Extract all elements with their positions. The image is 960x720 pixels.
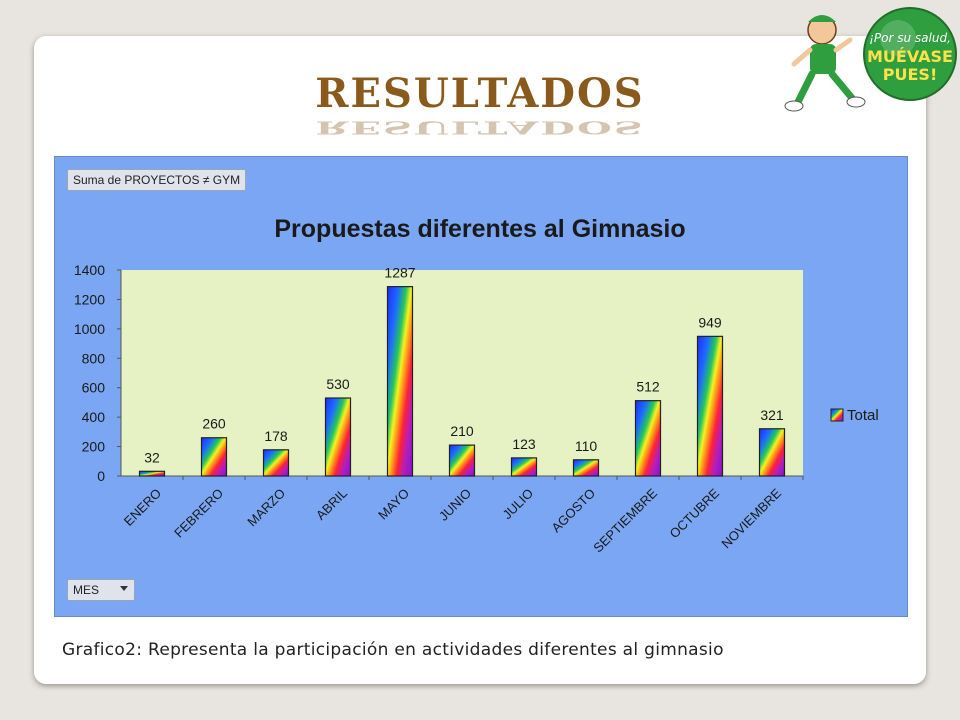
y-tick-label: 1200 (74, 291, 105, 307)
x-tick-label: ENERO (121, 486, 164, 529)
data-label: 321 (760, 407, 784, 423)
x-tick-label: SEPTIEMBRE (590, 485, 660, 555)
bar-agosto[interactable] (572, 459, 600, 477)
data-label: 1287 (384, 265, 415, 281)
data-label: 530 (326, 376, 350, 392)
dropdown-arrow-icon[interactable] (120, 586, 128, 591)
data-label: 210 (450, 423, 474, 439)
bar-octubre[interactable] (696, 335, 724, 477)
bar-chart: Propuestas diferentes al Gimnasio 0 200 40… (74, 215, 879, 555)
data-label: 512 (636, 379, 660, 395)
x-axis: ENERO FEBRERO MARZO ABRIL MAYO JUNIO JULIO AGOS… (121, 475, 804, 555)
data-label: 949 (698, 314, 722, 330)
pivot-filter-label: Suma de PROYECTOS ≠ GYM (73, 173, 241, 187)
bar-febrero[interactable] (200, 437, 228, 477)
y-tick-label: 600 (82, 380, 106, 396)
x-tick-label: JUNIO (436, 486, 474, 524)
y-tick-label: 400 (82, 409, 106, 425)
pivot-row-field-label: MES (73, 583, 100, 597)
data-label: 260 (202, 416, 226, 432)
logo-line-1: ¡Por su salud, (869, 31, 951, 45)
y-tick-label: 1000 (74, 321, 105, 337)
x-tick-label: MAYO (375, 486, 412, 523)
legend-label-total: Total (847, 407, 879, 424)
plot-area (121, 270, 803, 476)
x-tick-label: OCTUBRE (667, 485, 723, 541)
data-label: 123 (512, 436, 536, 452)
bar-mayo[interactable] (386, 286, 414, 477)
bar-noviembre[interactable] (758, 428, 786, 477)
y-tick-label: 0 (97, 468, 105, 484)
slide-caption: Grafico2: Representa la participación en… (62, 640, 724, 660)
x-tick-label: NOVIEMBRE (718, 485, 784, 551)
x-tick-label: JULIO (499, 486, 536, 523)
y-tick-label: 200 (82, 439, 106, 455)
y-tick-label: 1400 (74, 262, 105, 278)
bar-junio[interactable] (448, 444, 476, 477)
chart-title: Propuestas diferentes al Gimnasio (274, 215, 685, 243)
logo-line-2: MUÉVASE (867, 47, 953, 66)
y-axis: 0 200 400 600 800 1000 1200 1400 (74, 262, 122, 484)
campaign-logo: ¡Por su salud, MUÉVASE PUES! (784, 7, 957, 112)
bar-series: 32 260 178 530 1287 210 123 110 512 949 321 (138, 265, 786, 477)
bar-enero[interactable] (138, 470, 166, 477)
x-tick-label: FEBRERO (171, 486, 226, 541)
data-label: 110 (575, 438, 598, 454)
legend: Total (830, 407, 879, 424)
bar-septiembre[interactable] (634, 400, 662, 477)
bar-julio[interactable] (510, 457, 538, 477)
pivot-filter-button[interactable]: Suma de PROYECTOS ≠ GYM (67, 169, 247, 191)
logo-line-3: PUES! (883, 65, 937, 84)
pivot-chart-panel: Propuestas diferentes al Gimnasio 0 200 40… (54, 156, 908, 617)
running-mascot-icon (784, 15, 866, 112)
y-tick-label: 800 (82, 350, 106, 366)
legend-swatch (830, 408, 844, 422)
bar-marzo[interactable] (262, 449, 290, 477)
bar-abril[interactable] (324, 397, 352, 477)
pivot-row-field-button[interactable]: MES (67, 579, 135, 601)
slide-title: RESULTADOS (315, 70, 645, 117)
x-tick-label: ABRIL (313, 486, 350, 523)
x-tick-label: AGOSTO (548, 486, 598, 536)
x-tick-label: MARZO (244, 486, 288, 530)
data-label: 32 (144, 449, 160, 465)
data-label: 178 (264, 428, 288, 444)
